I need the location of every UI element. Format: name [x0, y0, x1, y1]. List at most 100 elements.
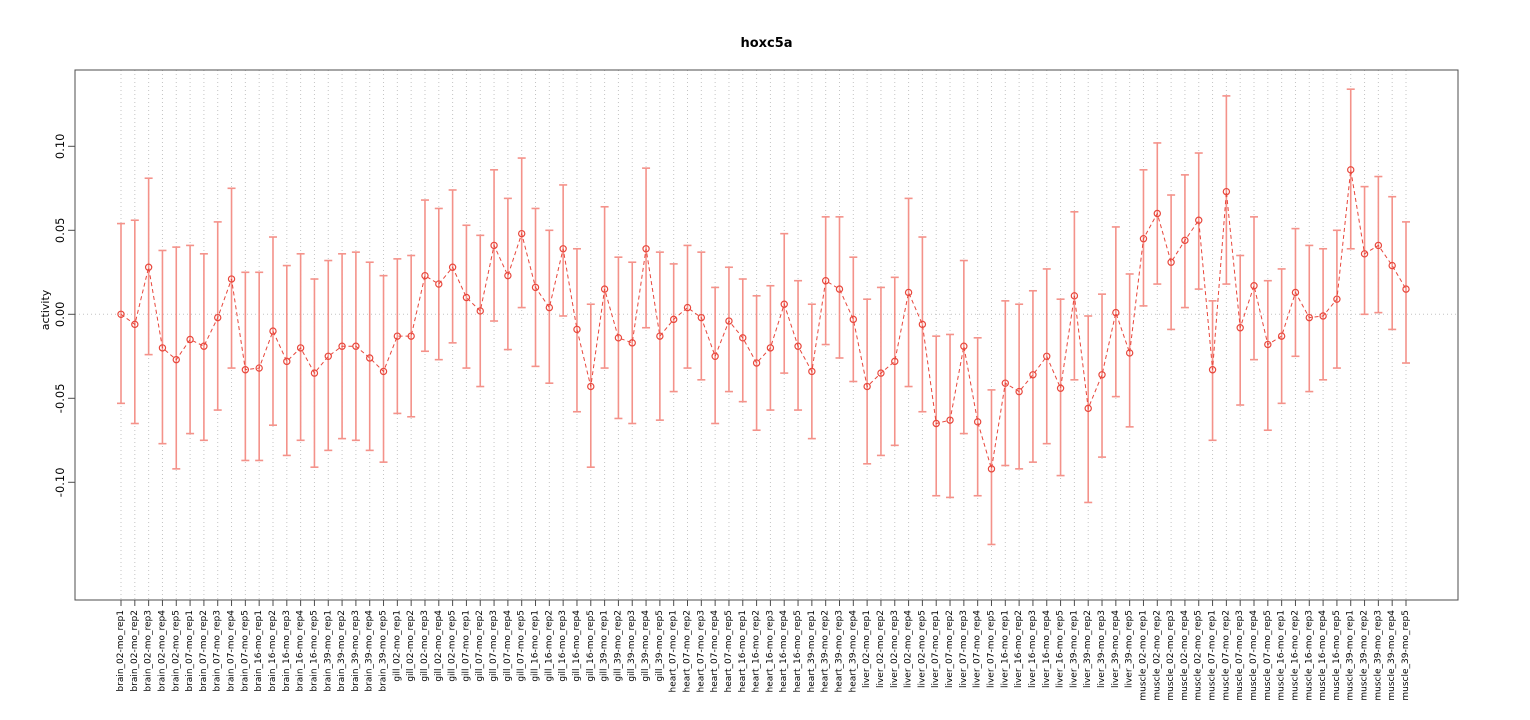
svg-text:gill_02-mo_rep1: gill_02-mo_rep1 [392, 610, 402, 682]
svg-text:gill_07-mo_rep2: gill_07-mo_rep2 [475, 610, 485, 682]
svg-text:brain_39-mo_rep4: brain_39-mo_rep4 [365, 610, 375, 692]
svg-text:brain_02-mo_rep5: brain_02-mo_rep5 [171, 610, 181, 692]
svg-text:gill_02-mo_rep2: gill_02-mo_rep2 [406, 610, 416, 682]
svg-text:brain_02-mo_rep4: brain_02-mo_rep4 [157, 610, 167, 692]
svg-text:gill_02-mo_rep3: gill_02-mo_rep3 [420, 610, 430, 682]
svg-text:muscle_07-mo_rep5: muscle_07-mo_rep5 [1263, 610, 1273, 701]
svg-text:brain_07-mo_rep1: brain_07-mo_rep1 [185, 610, 195, 692]
svg-text:gill_02-mo_rep5: gill_02-mo_rep5 [448, 610, 458, 682]
svg-text:brain_07-mo_rep2: brain_07-mo_rep2 [199, 610, 209, 692]
data-points [117, 166, 1410, 473]
svg-text:brain_16-mo_rep5: brain_16-mo_rep5 [309, 610, 319, 692]
svg-text:liver_16-mo_rep1: liver_16-mo_rep1 [1000, 610, 1010, 688]
svg-text:heart_07-mo_rep3: heart_07-mo_rep3 [696, 610, 706, 692]
svg-text:gill_39-mo_rep4: gill_39-mo_rep4 [641, 610, 651, 682]
svg-text:gill_02-mo_rep4: gill_02-mo_rep4 [434, 610, 444, 682]
svg-text:-0.10: -0.10 [53, 467, 67, 497]
svg-text:liver_02-mo_rep5: liver_02-mo_rep5 [917, 610, 927, 688]
svg-text:liver_02-mo_rep3: liver_02-mo_rep3 [890, 610, 900, 688]
svg-text:muscle_39-mo_rep3: muscle_39-mo_rep3 [1373, 610, 1383, 701]
svg-text:brain_16-mo_rep4: brain_16-mo_rep4 [296, 610, 306, 692]
svg-text:liver_02-mo_rep4: liver_02-mo_rep4 [904, 610, 914, 688]
svg-text:muscle_16-mo_rep3: muscle_16-mo_rep3 [1304, 610, 1314, 701]
svg-text:brain_02-mo_rep3: brain_02-mo_rep3 [144, 610, 154, 692]
svg-text:muscle_02-mo_rep1: muscle_02-mo_rep1 [1138, 610, 1148, 701]
svg-text:heart_39-mo_rep2: heart_39-mo_rep2 [821, 610, 831, 692]
svg-text:heart_39-mo_rep1: heart_39-mo_rep1 [807, 610, 817, 692]
gridlines [75, 70, 1458, 600]
svg-text:muscle_02-mo_rep4: muscle_02-mo_rep4 [1180, 610, 1190, 701]
svg-text:liver_07-mo_rep5: liver_07-mo_rep5 [986, 610, 996, 688]
svg-text:gill_39-mo_rep5: gill_39-mo_rep5 [655, 610, 665, 682]
svg-text:muscle_16-mo_rep1: muscle_16-mo_rep1 [1277, 610, 1287, 701]
svg-text:liver_07-mo_rep2: liver_07-mo_rep2 [945, 610, 955, 688]
svg-text:heart_16-mo_rep4: heart_16-mo_rep4 [779, 610, 789, 693]
svg-text:liver_39-mo_rep5: liver_39-mo_rep5 [1125, 610, 1135, 688]
svg-text:liver_39-mo_rep2: liver_39-mo_rep2 [1083, 610, 1093, 688]
svg-text:heart_16-mo_rep2: heart_16-mo_rep2 [752, 610, 762, 692]
svg-text:liver_39-mo_rep1: liver_39-mo_rep1 [1069, 610, 1079, 688]
svg-text:liver_02-mo_rep2: liver_02-mo_rep2 [876, 610, 886, 688]
svg-text:gill_07-mo_rep1: gill_07-mo_rep1 [461, 610, 471, 682]
svg-text:gill_07-mo_rep5: gill_07-mo_rep5 [517, 610, 527, 682]
svg-text:gill_07-mo_rep4: gill_07-mo_rep4 [503, 610, 513, 682]
svg-text:heart_39-mo_rep4: heart_39-mo_rep4 [848, 610, 858, 693]
svg-text:muscle_07-mo_rep4: muscle_07-mo_rep4 [1249, 610, 1259, 701]
svg-text:gill_16-mo_rep2: gill_16-mo_rep2 [544, 610, 554, 682]
svg-text:muscle_07-mo_rep1: muscle_07-mo_rep1 [1208, 610, 1218, 701]
svg-text:liver_16-mo_rep3: liver_16-mo_rep3 [1028, 610, 1038, 688]
svg-text:heart_07-mo_rep5: heart_07-mo_rep5 [724, 610, 734, 692]
svg-text:brain_16-mo_rep2: brain_16-mo_rep2 [268, 610, 278, 692]
svg-text:liver_07-mo_rep3: liver_07-mo_rep3 [959, 610, 969, 688]
svg-text:brain_16-mo_rep1: brain_16-mo_rep1 [254, 610, 264, 692]
svg-text:heart_39-mo_rep3: heart_39-mo_rep3 [834, 610, 844, 692]
svg-text:muscle_07-mo_rep3: muscle_07-mo_rep3 [1235, 610, 1245, 701]
axes: 0.10 0.05 0.00 -0.05 -0.10 brain_02-mo_rep1 br… [53, 69, 1459, 701]
svg-text:liver_16-mo_rep2: liver_16-mo_rep2 [1014, 610, 1024, 688]
svg-text:gill_16-mo_rep5: gill_16-mo_rep5 [586, 610, 596, 682]
svg-text:brain_07-mo_rep3: brain_07-mo_rep3 [213, 610, 223, 692]
svg-text:0.05: 0.05 [53, 217, 67, 243]
svg-text:0.00: 0.00 [53, 301, 67, 327]
svg-text:muscle_16-mo_rep4: muscle_16-mo_rep4 [1318, 610, 1328, 701]
svg-text:brain_07-mo_rep4: brain_07-mo_rep4 [227, 610, 237, 692]
svg-text:brain_39-mo_rep1: brain_39-mo_rep1 [323, 610, 333, 692]
svg-text:gill_16-mo_rep3: gill_16-mo_rep3 [558, 610, 568, 682]
svg-text:-0.05: -0.05 [53, 383, 67, 413]
svg-text:liver_07-mo_rep1: liver_07-mo_rep1 [931, 610, 941, 688]
svg-text:brain_39-mo_rep5: brain_39-mo_rep5 [379, 610, 389, 692]
svg-text:gill_07-mo_rep3: gill_07-mo_rep3 [489, 610, 499, 682]
svg-text:gill_16-mo_rep4: gill_16-mo_rep4 [572, 610, 582, 682]
svg-text:liver_39-mo_rep3: liver_39-mo_rep3 [1097, 610, 1107, 688]
svg-text:liver_16-mo_rep5: liver_16-mo_rep5 [1056, 610, 1066, 688]
svg-text:gill_39-mo_rep1: gill_39-mo_rep1 [600, 610, 610, 682]
svg-text:0.10: 0.10 [53, 133, 67, 159]
svg-text:brain_02-mo_rep1: brain_02-mo_rep1 [116, 610, 126, 692]
svg-text:muscle_02-mo_rep5: muscle_02-mo_rep5 [1194, 610, 1204, 701]
svg-text:liver_02-mo_rep1: liver_02-mo_rep1 [862, 610, 872, 688]
svg-text:liver_07-mo_rep4: liver_07-mo_rep4 [973, 610, 983, 688]
svg-text:gill_39-mo_rep3: gill_39-mo_rep3 [627, 610, 637, 682]
svg-text:gill_16-mo_rep1: gill_16-mo_rep1 [531, 610, 541, 682]
svg-text:muscle_16-mo_rep5: muscle_16-mo_rep5 [1332, 610, 1342, 701]
svg-text:muscle_39-mo_rep1: muscle_39-mo_rep1 [1346, 610, 1356, 701]
svg-text:gill_39-mo_rep2: gill_39-mo_rep2 [613, 610, 623, 682]
svg-text:muscle_16-mo_rep2: muscle_16-mo_rep2 [1290, 610, 1300, 701]
svg-text:heart_16-mo_rep1: heart_16-mo_rep1 [738, 610, 748, 692]
chart-title: hoxc5a [740, 36, 793, 51]
svg-text:heart_07-mo_rep2: heart_07-mo_rep2 [683, 610, 693, 692]
svg-text:liver_16-mo_rep4: liver_16-mo_rep4 [1042, 610, 1052, 688]
series-line [120, 169, 1407, 470]
svg-text:heart_16-mo_rep3: heart_16-mo_rep3 [765, 610, 775, 692]
svg-text:brain_16-mo_rep3: brain_16-mo_rep3 [282, 610, 292, 692]
svg-text:muscle_39-mo_rep4: muscle_39-mo_rep4 [1387, 610, 1397, 701]
svg-text:heart_07-mo_rep4: heart_07-mo_rep4 [710, 610, 720, 693]
svg-text:heart_16-mo_rep5: heart_16-mo_rep5 [793, 610, 803, 692]
svg-text:muscle_02-mo_rep3: muscle_02-mo_rep3 [1166, 610, 1176, 701]
svg-text:heart_07-mo_rep1: heart_07-mo_rep1 [669, 610, 679, 692]
svg-text:muscle_39-mo_rep2: muscle_39-mo_rep2 [1360, 610, 1370, 701]
svg-text:brain_39-mo_rep3: brain_39-mo_rep3 [351, 610, 361, 692]
svg-text:liver_39-mo_rep4: liver_39-mo_rep4 [1111, 610, 1121, 688]
svg-text:brain_07-mo_rep5: brain_07-mo_rep5 [240, 610, 250, 692]
